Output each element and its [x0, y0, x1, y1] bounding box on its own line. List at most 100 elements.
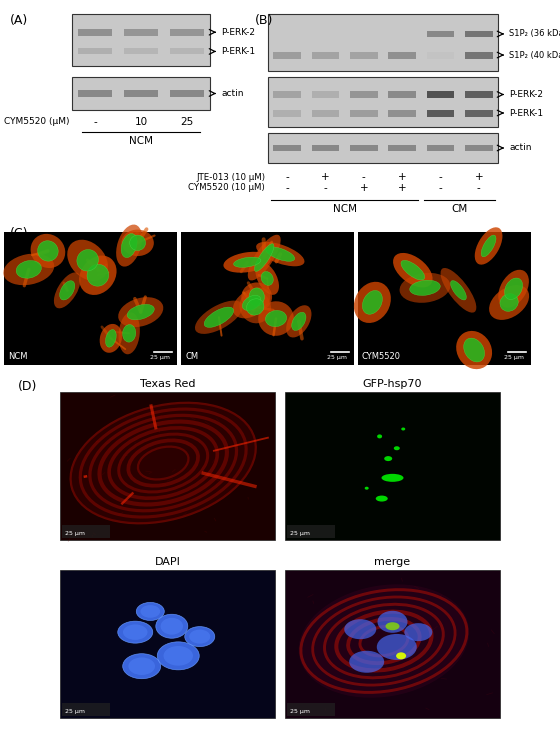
Text: -: - [477, 183, 480, 193]
Text: NCM: NCM [333, 204, 357, 214]
Text: +: + [321, 172, 330, 182]
Ellipse shape [136, 603, 164, 621]
Ellipse shape [240, 290, 271, 323]
Ellipse shape [441, 268, 477, 313]
Ellipse shape [119, 313, 140, 354]
Text: 25 μm: 25 μm [65, 531, 85, 536]
Text: -: - [362, 172, 366, 182]
Bar [124, 28, 157, 36]
Text: +: + [474, 172, 483, 182]
Bar [389, 145, 416, 151]
Ellipse shape [118, 297, 164, 327]
Bar [427, 145, 454, 151]
Bar [312, 91, 339, 98]
Bar [268, 14, 498, 71]
Text: 25 μm: 25 μm [65, 709, 85, 714]
Text: P-ERK-1: P-ERK-1 [509, 108, 543, 118]
Ellipse shape [189, 630, 210, 644]
Bar [170, 48, 204, 54]
Ellipse shape [141, 605, 160, 618]
Ellipse shape [400, 273, 450, 303]
Text: CM: CM [451, 204, 468, 214]
Bar [350, 91, 377, 98]
Ellipse shape [242, 295, 261, 310]
Text: CYM5520 (10 μM): CYM5520 (10 μM) [188, 184, 265, 192]
Bar [350, 110, 377, 116]
Bar [78, 28, 111, 36]
Ellipse shape [377, 434, 382, 439]
Bar [273, 91, 301, 98]
Bar [78, 90, 111, 97]
Ellipse shape [67, 239, 108, 280]
Ellipse shape [404, 623, 432, 641]
Ellipse shape [156, 614, 188, 639]
Bar [427, 51, 454, 58]
Ellipse shape [123, 653, 161, 679]
Text: (D): (D) [18, 380, 38, 393]
Ellipse shape [384, 456, 392, 461]
Ellipse shape [362, 290, 382, 314]
Ellipse shape [401, 260, 424, 280]
Ellipse shape [266, 247, 295, 261]
Text: 25 μm: 25 μm [327, 355, 347, 360]
Ellipse shape [505, 278, 522, 299]
Bar [60, 570, 275, 718]
Ellipse shape [241, 283, 272, 312]
Ellipse shape [500, 294, 518, 311]
Bar [273, 110, 301, 116]
Ellipse shape [254, 244, 274, 272]
Ellipse shape [456, 331, 492, 369]
Bar [285, 392, 500, 540]
Bar [268, 77, 498, 127]
Ellipse shape [87, 264, 109, 286]
Text: 25 μm: 25 μm [504, 355, 524, 360]
Ellipse shape [246, 298, 264, 315]
Ellipse shape [77, 250, 99, 271]
Ellipse shape [128, 657, 155, 675]
Ellipse shape [365, 486, 368, 489]
Bar [465, 31, 493, 37]
Ellipse shape [344, 619, 376, 639]
Ellipse shape [376, 495, 388, 501]
Bar [358, 232, 531, 365]
Text: -: - [438, 183, 442, 193]
Ellipse shape [349, 651, 384, 673]
Ellipse shape [127, 304, 154, 320]
Text: Texas Red: Texas Red [140, 379, 195, 389]
Bar [427, 91, 454, 98]
Ellipse shape [377, 611, 408, 633]
Ellipse shape [16, 260, 41, 278]
Bar [62, 703, 110, 716]
Ellipse shape [105, 330, 116, 347]
Bar [72, 14, 210, 66]
Text: 25 μm: 25 μm [150, 355, 170, 360]
Ellipse shape [394, 446, 400, 451]
Ellipse shape [265, 310, 287, 327]
Ellipse shape [54, 272, 81, 308]
Ellipse shape [410, 280, 440, 295]
Text: 10: 10 [134, 117, 148, 127]
Text: P-ERK-2: P-ERK-2 [221, 28, 255, 37]
Bar [389, 110, 416, 116]
Text: 25 μm: 25 μm [290, 709, 310, 714]
Bar [312, 110, 339, 116]
Ellipse shape [377, 634, 417, 660]
Ellipse shape [31, 233, 66, 268]
Bar [268, 133, 498, 163]
Bar [389, 51, 416, 58]
Ellipse shape [3, 254, 54, 285]
Text: GFP-hsp70: GFP-hsp70 [363, 379, 422, 389]
Bar [465, 51, 493, 58]
Text: -: - [285, 183, 289, 193]
Ellipse shape [38, 241, 58, 261]
Ellipse shape [298, 584, 469, 698]
Text: S1P₂ (40 kDa): S1P₂ (40 kDa) [509, 51, 560, 60]
Ellipse shape [249, 288, 264, 306]
Bar [465, 91, 493, 98]
Text: actin: actin [509, 143, 531, 152]
Ellipse shape [122, 230, 154, 256]
Bar [465, 110, 493, 116]
Ellipse shape [248, 235, 281, 280]
Text: JTE-013 (10 μM): JTE-013 (10 μM) [196, 172, 265, 181]
Ellipse shape [381, 474, 404, 482]
